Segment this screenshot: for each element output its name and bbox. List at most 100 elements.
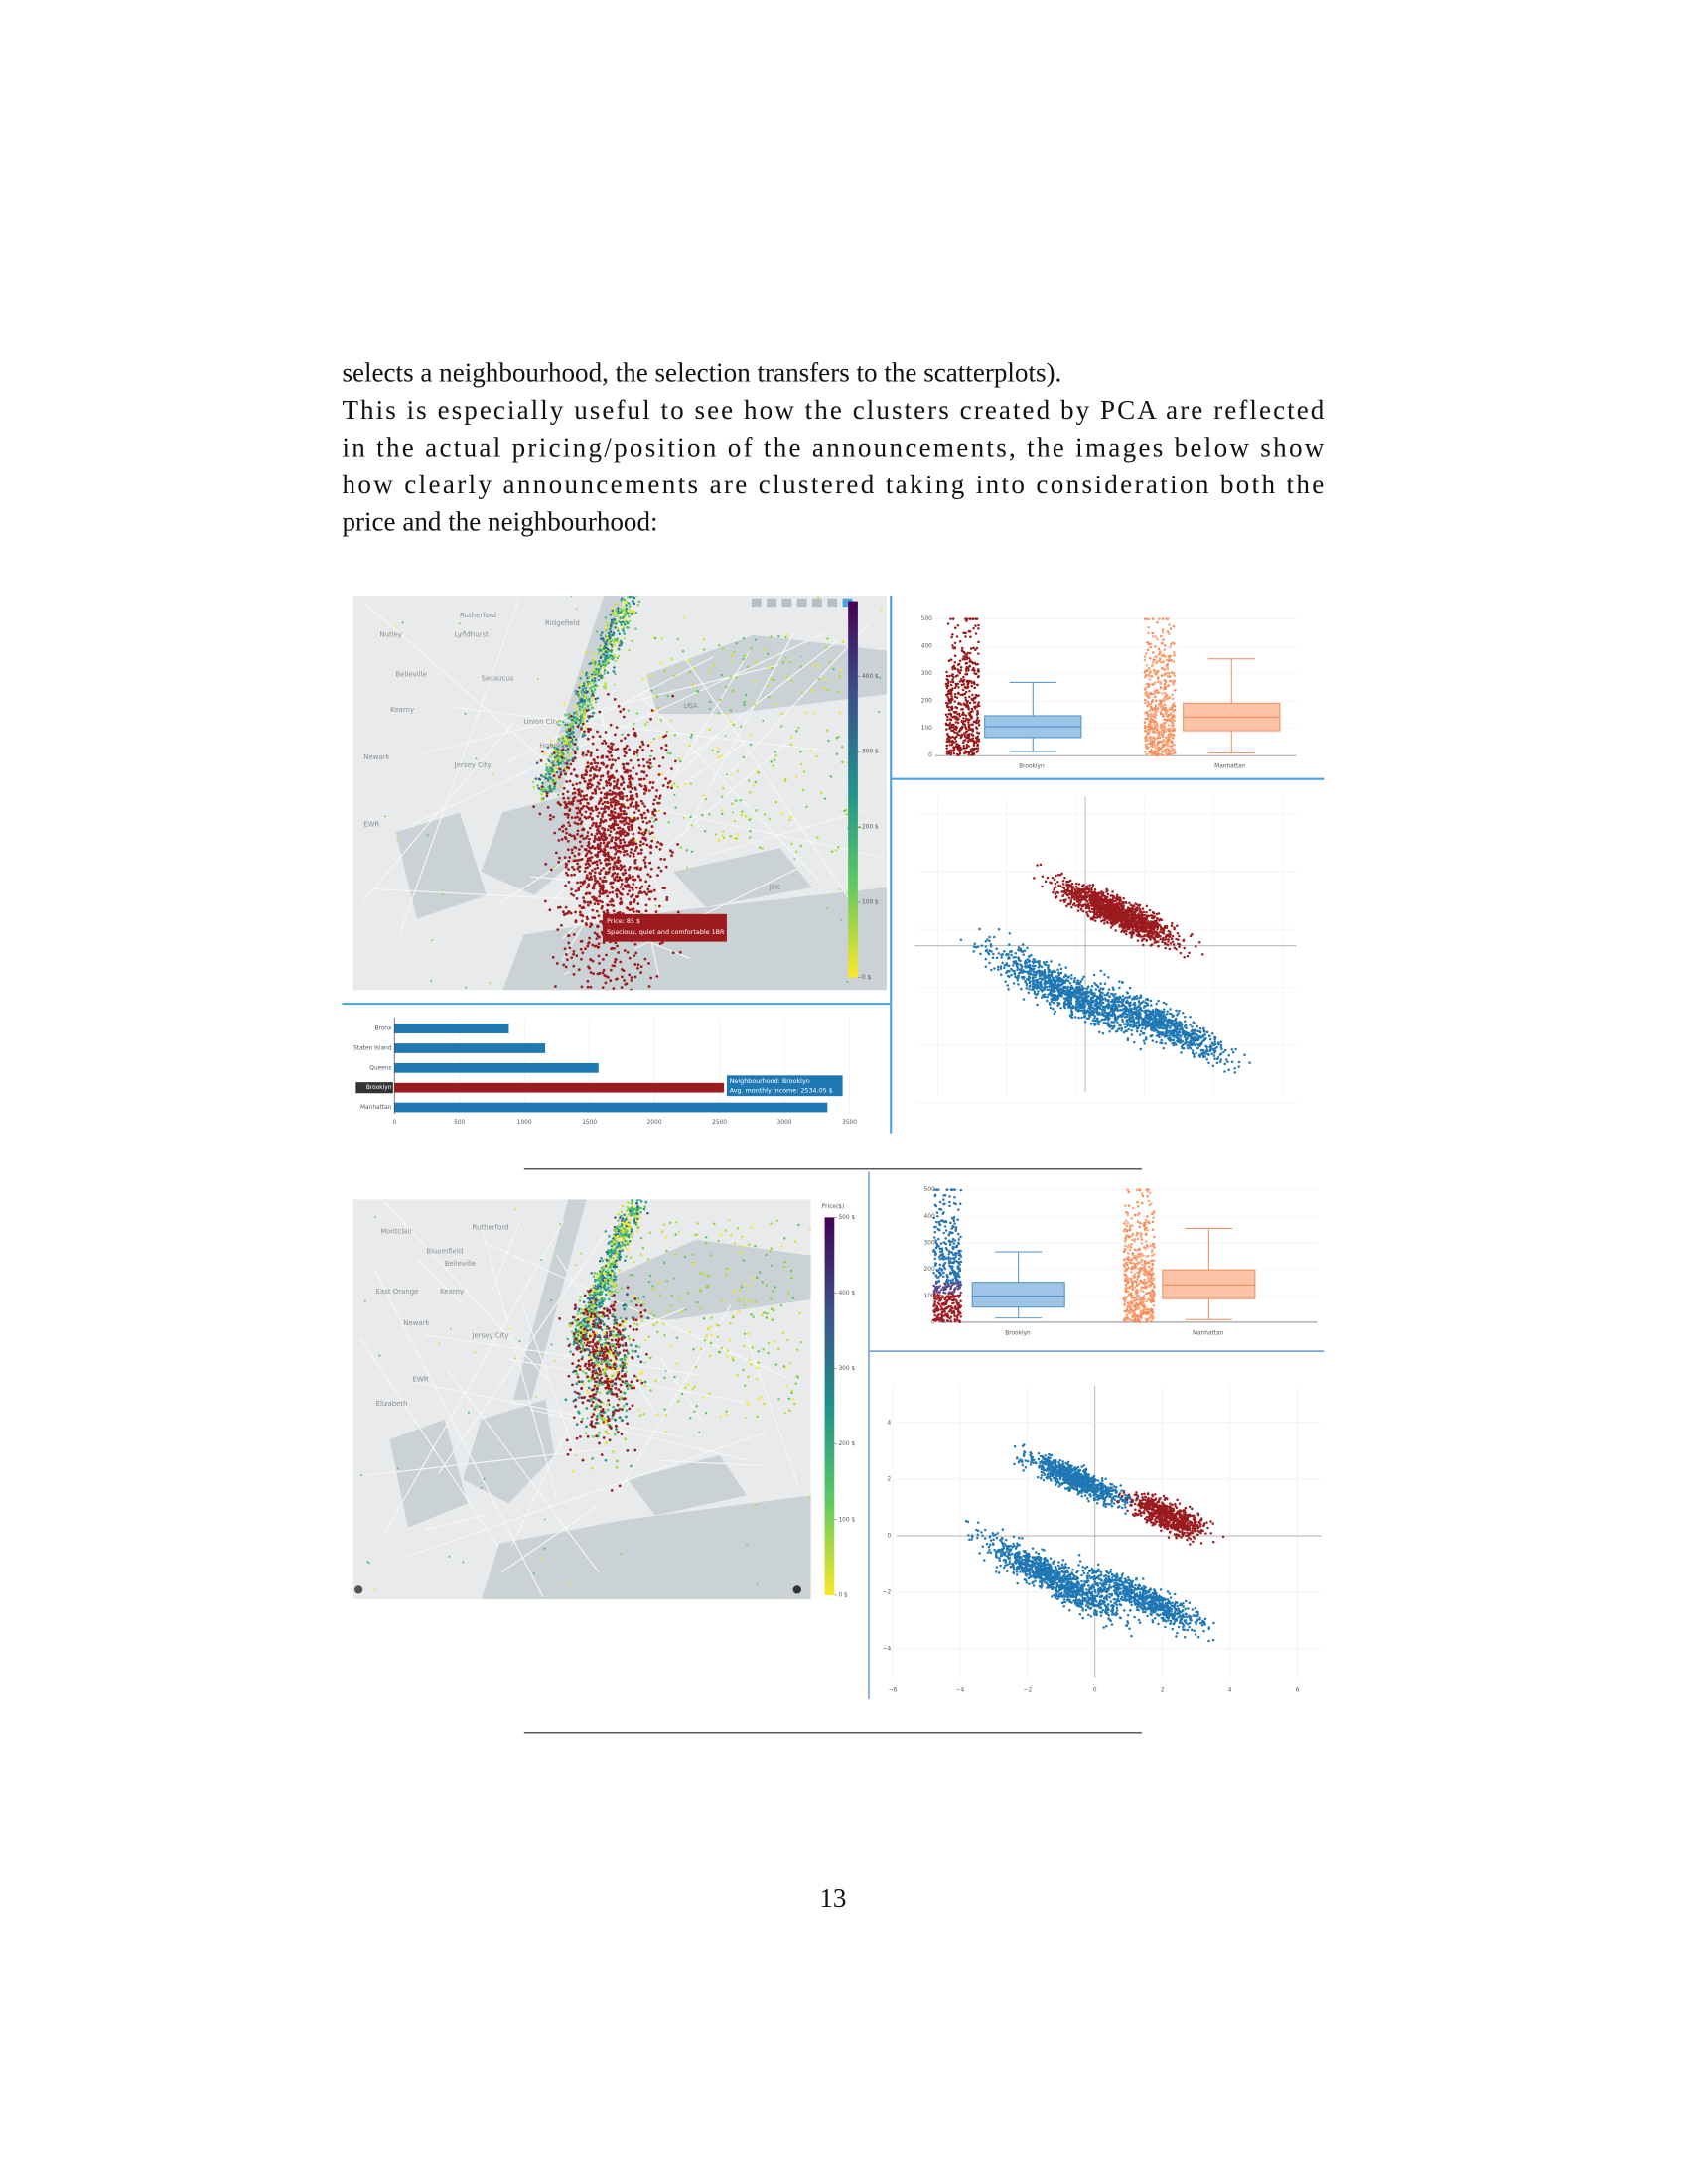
- jitter-point: [959, 665, 963, 669]
- listing-dot: [577, 996, 580, 999]
- listing-dot: [564, 884, 568, 887]
- listing-dot: [555, 962, 559, 965]
- listing-dot: [508, 1327, 511, 1330]
- listing-dot: [738, 1289, 741, 1292]
- listing-dot: [650, 689, 653, 692]
- listing-dot: [784, 656, 787, 659]
- listing-dot: [626, 1448, 630, 1452]
- listing-dot: [601, 1290, 604, 1294]
- listing-dot: [740, 813, 743, 817]
- listing-dot: [566, 848, 570, 852]
- listing-dot: [721, 834, 724, 837]
- listing-dot: [794, 775, 798, 778]
- listing-dot: [606, 989, 609, 991]
- listing-dot: [622, 748, 626, 751]
- listing-dot: [617, 612, 620, 614]
- jitter-point: [945, 750, 949, 753]
- colorbar: [824, 1217, 835, 1595]
- listing-dot: [672, 1277, 675, 1280]
- listing-dot: [558, 767, 561, 771]
- listing-dot: [630, 847, 633, 851]
- listing-dot: [575, 782, 579, 786]
- listing-dot: [591, 1370, 595, 1374]
- listing-dot: [625, 1222, 628, 1225]
- map-control[interactable]: [353, 1585, 363, 1594]
- listing-dot: [553, 746, 556, 750]
- listing-dot: [568, 713, 571, 716]
- listing-dot: [754, 1244, 757, 1248]
- jitter-point: [971, 737, 975, 740]
- listing-dot: [609, 1387, 613, 1391]
- listing-dot: [578, 818, 581, 821]
- listing-dot: [574, 1337, 578, 1341]
- listing-dot: [570, 873, 573, 877]
- listing-dot: [586, 1325, 590, 1328]
- listing-dot: [596, 1278, 599, 1282]
- jitter-point: [951, 617, 955, 620]
- listing-dot: [620, 641, 624, 644]
- listing-dot: [608, 834, 612, 837]
- listing-dot: [615, 1262, 618, 1265]
- listing-dot: [644, 909, 648, 913]
- listing-dot: [640, 813, 644, 817]
- listing-dot: [820, 791, 823, 794]
- listing-dot: [619, 812, 623, 816]
- listing-dot: [593, 902, 597, 905]
- map-water: [673, 848, 812, 907]
- jitter-point: [973, 669, 976, 672]
- map-toolbar-icon[interactable]: [767, 598, 776, 608]
- jitter-point: [1146, 717, 1150, 720]
- listing-dot: [624, 834, 627, 838]
- map-toolbar-icon[interactable]: [796, 598, 807, 608]
- map-toolbar-icon[interactable]: [781, 598, 792, 608]
- listing-dot: [597, 1339, 601, 1343]
- listing-dot: [581, 671, 585, 675]
- listing-dot: [569, 745, 572, 748]
- listing-dot: [648, 1231, 652, 1234]
- listing-dot: [578, 1368, 582, 1372]
- listing-dot: [637, 826, 641, 830]
- jitter-point: [951, 646, 955, 650]
- listing-dot: [616, 627, 620, 630]
- listing-dot: [809, 1228, 811, 1231]
- listing-dot: [731, 689, 735, 693]
- jitter-point: [958, 659, 962, 663]
- listing-dot: [588, 891, 592, 895]
- listing-dot: [617, 1330, 620, 1334]
- listing-dot: [632, 1213, 635, 1217]
- map-control[interactable]: [792, 1585, 801, 1594]
- listing-dot: [561, 759, 564, 763]
- map-toolbar-icon[interactable]: [751, 598, 762, 608]
- listing-dot: [657, 866, 660, 870]
- listing-dot: [583, 995, 586, 998]
- listing-dot: [618, 794, 622, 798]
- y-tick-label: 500: [921, 616, 932, 622]
- listing-dot: [619, 620, 623, 624]
- listing-dot: [600, 676, 603, 680]
- listing-dot: [593, 837, 597, 841]
- listing-dot: [614, 801, 618, 805]
- listing-dot: [480, 1486, 483, 1489]
- listing-dot: [568, 809, 572, 812]
- listing-dot: [673, 793, 676, 796]
- colorbar-tick-label: 400 $: [862, 674, 879, 680]
- listing-dot: [600, 1349, 604, 1353]
- listing-dot: [599, 1292, 602, 1296]
- map-toolbar-icon[interactable]: [827, 598, 838, 608]
- listing-dot: [644, 903, 648, 907]
- listing-dot: [631, 878, 634, 882]
- listing-dot: [561, 720, 565, 724]
- listing-dot: [577, 1396, 581, 1400]
- listing-dot: [730, 660, 733, 664]
- listing-dot: [586, 1341, 590, 1345]
- listing-dot: [652, 1323, 655, 1327]
- map-toolbar-icon[interactable]: [812, 598, 822, 608]
- listing-dot: [765, 1316, 769, 1319]
- listing-dot: [676, 666, 679, 669]
- listing-dot: [785, 1385, 788, 1388]
- jitter-point: [977, 627, 980, 630]
- jitter-point: [964, 631, 967, 635]
- listing-dot: [614, 838, 618, 842]
- listing-dot: [623, 1010, 626, 1013]
- listing-dot: [560, 741, 564, 744]
